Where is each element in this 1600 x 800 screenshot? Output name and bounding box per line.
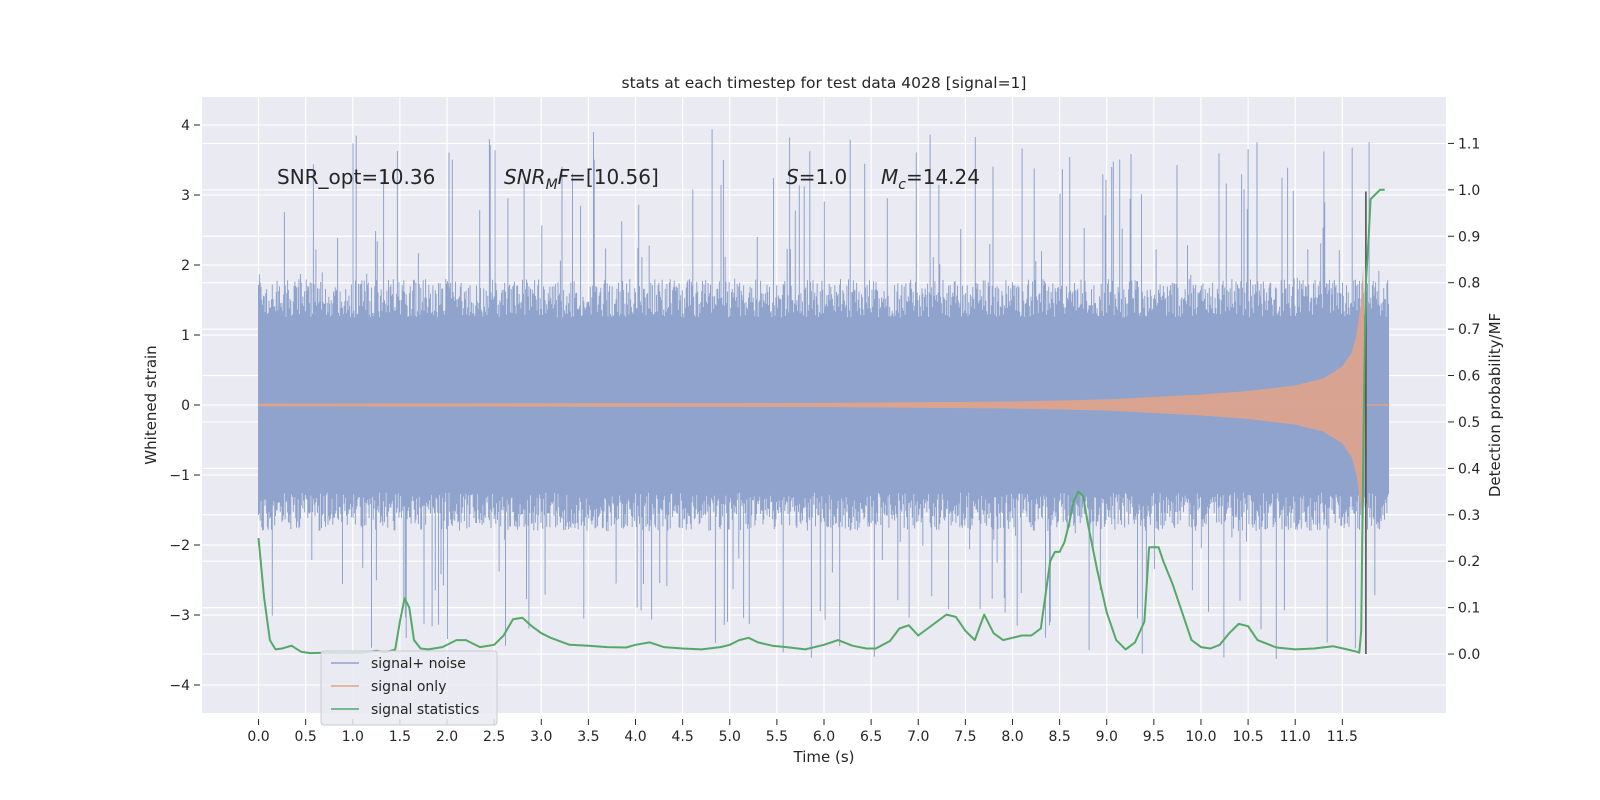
- y2-tick-label: 0.5: [1458, 415, 1480, 431]
- x-tick-label: 11.5: [1327, 729, 1358, 745]
- y-tick-label: 1: [181, 328, 190, 344]
- x-tick-label: 3.0: [530, 729, 552, 745]
- mc-symbol: M: [881, 165, 898, 189]
- x-tick-label: 7.0: [907, 729, 929, 745]
- x-tick-label: 1.0: [342, 729, 364, 745]
- annotation-s: S=1.0: [786, 165, 847, 189]
- x-tick-label: 8.5: [1048, 729, 1070, 745]
- s-symbol: S: [786, 165, 799, 189]
- data-layer: [257, 129, 1390, 659]
- x-tick-label: 1.5: [389, 729, 411, 745]
- y2-tick-label: 0.1: [1458, 601, 1480, 617]
- x-tick-label: 7.5: [954, 729, 976, 745]
- y2-tick-label: 0.8: [1458, 276, 1480, 292]
- y2-tick-label: 0.4: [1458, 461, 1480, 477]
- annotation-snr-mf: SNRMF=[10.56]: [504, 165, 659, 193]
- y-tick-label: −1: [169, 468, 190, 484]
- x-tick-label: 0.0: [247, 729, 269, 745]
- y2-tick-label: 0.0: [1458, 647, 1480, 663]
- y2-tick-label: 0.9: [1458, 229, 1480, 245]
- x-tick-label: 2.0: [436, 729, 458, 745]
- legend: signal+ noise signal only signal statist…: [320, 650, 498, 726]
- axes-layer: 0.0 0.5 1.0 1.5 2.0 2.5 3.0 3.5 4.0 4.5 5.0 5.5 6.0 6…: [169, 118, 1480, 745]
- snr-mf-value: =[10.56]: [569, 165, 659, 189]
- x-tick-label: 5.5: [766, 729, 788, 745]
- annotation-snr-opt: SNR_opt=10.36: [277, 165, 435, 189]
- snr-mf-symbol: SNR: [504, 165, 546, 189]
- snr-mf-symbol-2: F: [558, 165, 570, 189]
- y2-tick-label: 0.6: [1458, 369, 1480, 385]
- x-tick-label: 9.0: [1096, 729, 1118, 745]
- x-axis-label: Time (s): [793, 748, 855, 766]
- y-tick-label: −4: [169, 678, 190, 694]
- legend-label-signal-statistics: signal statistics: [371, 702, 479, 718]
- y2-tick-label: 0.3: [1458, 508, 1480, 524]
- snr-mf-subscript: M: [546, 177, 558, 193]
- y-tick-label: 0: [181, 398, 190, 414]
- legend-label-signal-noise: signal+ noise: [371, 656, 466, 672]
- s-value: =1.0: [799, 165, 848, 189]
- mc-value: =14.24: [906, 165, 980, 189]
- y2-axis-label: Detection probability/MF: [1486, 313, 1504, 497]
- y-tick-label: −3: [169, 608, 190, 624]
- chart-title: stats at each timestep for test data 402…: [622, 74, 1027, 92]
- annotation-mc: Mc=14.24: [881, 165, 980, 193]
- y2-tick-label: 0.2: [1458, 554, 1480, 570]
- mc-subscript: c: [898, 177, 906, 193]
- x-tick-label: 2.5: [483, 729, 505, 745]
- y-axis-label: Whitened strain: [142, 345, 160, 464]
- y-tick-label: −2: [169, 538, 190, 554]
- x-tick-label: 4.0: [624, 729, 646, 745]
- x-tick-label: 4.5: [672, 729, 694, 745]
- x-tick-label: 11.0: [1280, 729, 1311, 745]
- legend-label-signal-only: signal only: [371, 679, 446, 695]
- x-tick-label: 10.5: [1233, 729, 1264, 745]
- y2-tick-label: 1.1: [1458, 136, 1480, 152]
- y-tick-label: 3: [181, 188, 190, 204]
- y-tick-label: 2: [181, 258, 190, 274]
- x-tick-label: 6.0: [813, 729, 835, 745]
- x-tick-label: 8.0: [1001, 729, 1023, 745]
- y-tick-label: 4: [181, 118, 190, 134]
- x-tick-label: 9.5: [1143, 729, 1165, 745]
- y2-tick-label: 1.0: [1458, 183, 1480, 199]
- x-tick-label: 5.0: [719, 729, 741, 745]
- x-tick-label: 0.5: [295, 729, 317, 745]
- x-tick-label: 10.0: [1185, 729, 1216, 745]
- y2-tick-label: 0.7: [1458, 322, 1480, 338]
- x-tick-label: 6.5: [860, 729, 882, 745]
- x-tick-label: 3.5: [577, 729, 599, 745]
- signal-statistics-series: [257, 188, 1385, 655]
- legend-box: [320, 650, 498, 726]
